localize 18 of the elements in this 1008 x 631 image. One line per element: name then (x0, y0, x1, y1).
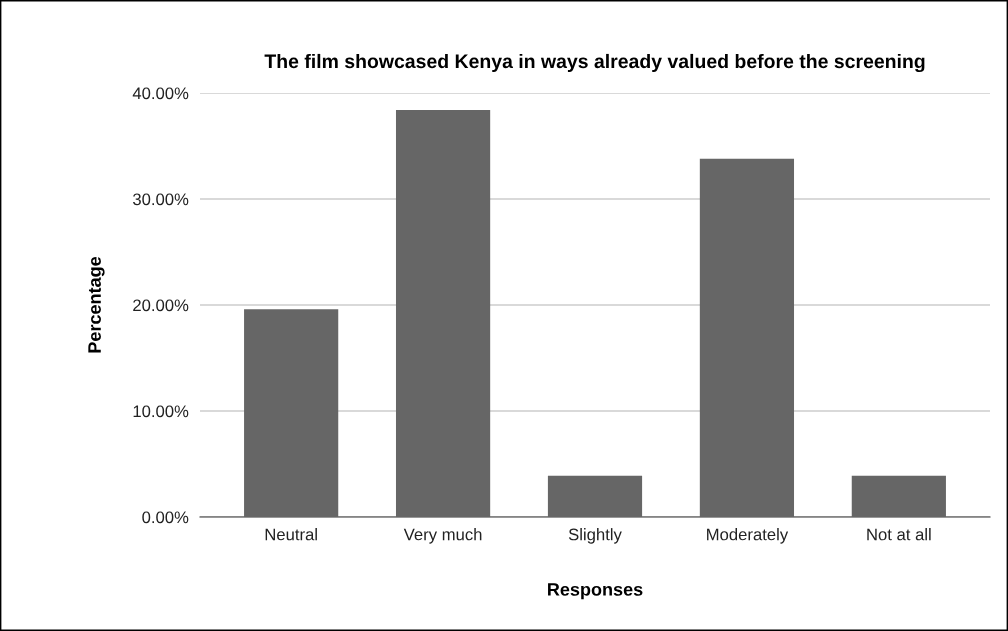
bar (699, 158, 795, 517)
x-tick-label: Moderately (707, 528, 789, 544)
x-tick-label: Not at all (867, 528, 931, 541)
bar (851, 475, 946, 517)
y-tick-label: 30.00% (133, 193, 189, 206)
bar (395, 109, 491, 517)
y-tick-label: 20.00% (133, 299, 189, 312)
bar (244, 309, 339, 517)
x-axis-title: Responses (548, 583, 643, 600)
y-tick-label: 10.00% (133, 405, 189, 418)
y-tick-label: 0.00% (142, 511, 189, 524)
x-tick-label: Neutral (265, 528, 317, 541)
y-tick-label: 40.00% (132, 87, 189, 100)
x-tick-label: Very much (403, 528, 482, 544)
bar (547, 475, 643, 517)
y-axis-title: Percentage (88, 256, 105, 353)
x-tick-label: Slightly (568, 528, 622, 544)
chart-title: The film showcased Kenya in ways already valued before the screening (264, 53, 925, 73)
